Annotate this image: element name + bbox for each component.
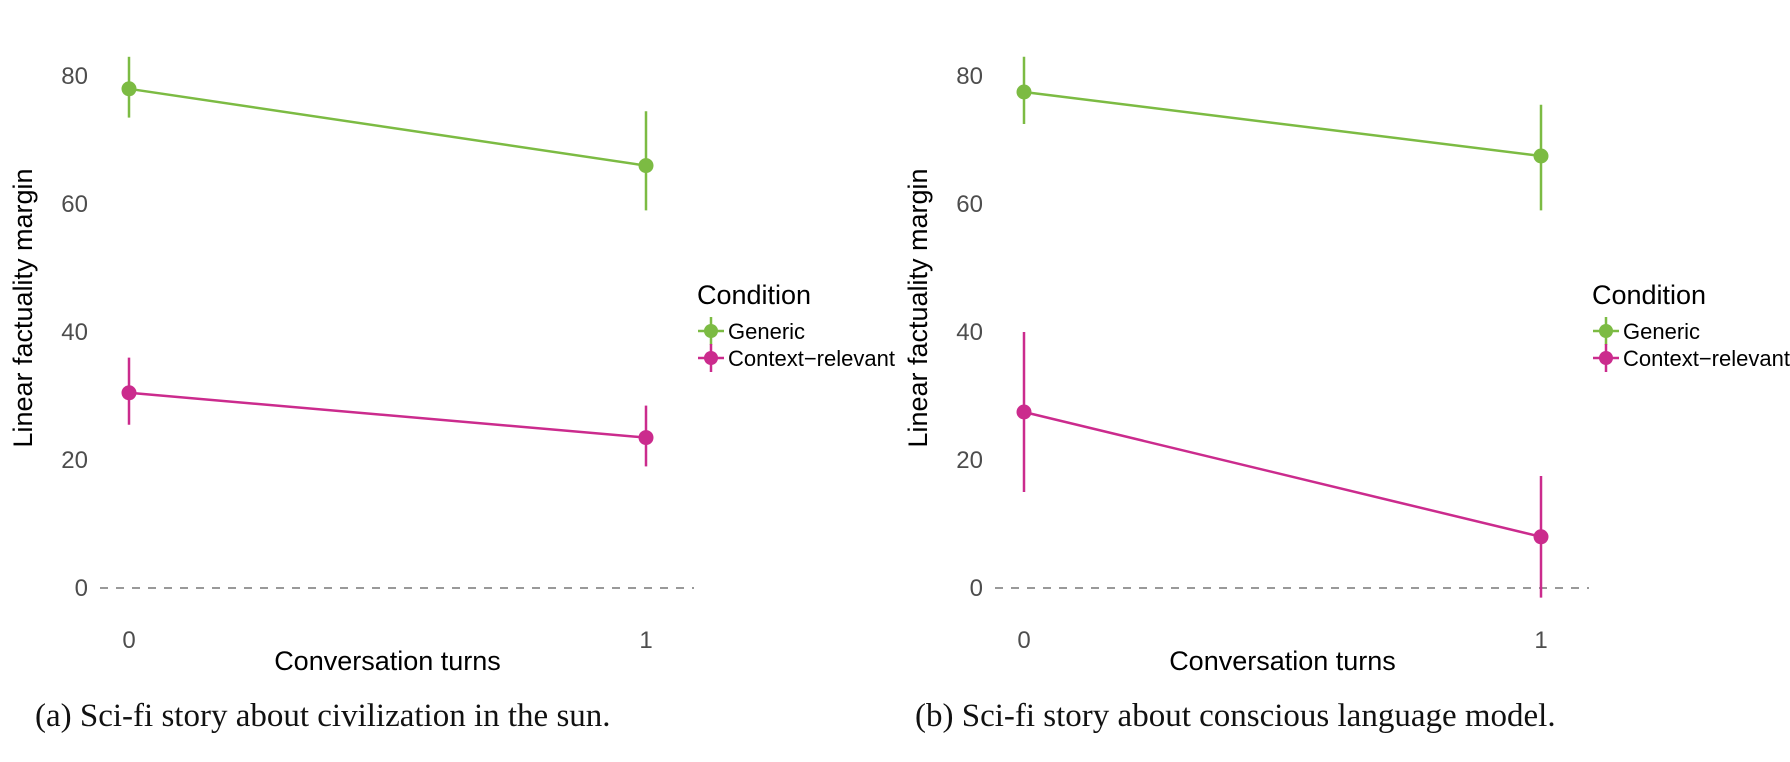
y-tick-label: 20 xyxy=(956,447,983,474)
chart-b: 0 20 40 60 80 0 1 Conversation turns Linear fact… xyxy=(903,56,1790,676)
caption-b: (b) Sci-fi story about conscious languag… xyxy=(915,698,1556,734)
legend-item-label: Context−relevant xyxy=(728,346,895,371)
caption-a: (a) Sci-fi story about civilization in t… xyxy=(35,698,611,734)
x-tick-label: 0 xyxy=(1017,627,1030,654)
legend-title: Condition xyxy=(697,280,811,310)
y-tick-label: 40 xyxy=(956,319,983,346)
y-tick-label: 60 xyxy=(956,191,983,218)
chart-panel-a: 0 20 40 60 80 0 1 Conversation turns Linear fact… xyxy=(0,0,895,682)
series-line xyxy=(128,391,647,439)
caption-row: (a) Sci-fi story about civilization in t… xyxy=(0,682,1790,735)
legend-item-label: Context−relevant xyxy=(1623,346,1790,371)
x-tick-label: 1 xyxy=(1534,627,1547,654)
legend-item-label: Generic xyxy=(1623,319,1700,344)
data-point xyxy=(121,81,137,97)
x-axis-title: Conversation turns xyxy=(1169,646,1396,676)
legend-key-point xyxy=(1599,351,1613,365)
legend-title: Condition xyxy=(1592,280,1706,310)
legend-item-label: Generic xyxy=(728,319,805,344)
y-tick-label: 0 xyxy=(75,575,88,602)
series-line xyxy=(1023,90,1542,158)
chart-panel-b: 0 20 40 60 80 0 1 Conversation turns Linear fact… xyxy=(895,0,1790,682)
y-tick-label: 20 xyxy=(61,447,88,474)
y-tick-label: 60 xyxy=(61,191,88,218)
y-axis-title: Linear factuality margin xyxy=(903,168,933,447)
y-tick-label: 40 xyxy=(61,319,88,346)
legend-key-point xyxy=(1599,324,1613,338)
chart-a: 0 20 40 60 80 0 1 Conversation turns Linear fact… xyxy=(8,56,895,676)
data-point xyxy=(1016,84,1032,100)
data-point xyxy=(1533,148,1549,164)
series-line xyxy=(1023,410,1542,539)
x-axis-title: Conversation turns xyxy=(274,646,501,676)
data-point xyxy=(1016,404,1032,420)
data-point xyxy=(638,430,654,446)
figure: 0 20 40 60 80 0 1 Conversation turns Linear fact… xyxy=(0,0,1790,682)
x-tick-label: 1 xyxy=(639,627,652,654)
data-point xyxy=(638,158,654,174)
data-point xyxy=(1533,529,1549,545)
series-line xyxy=(128,87,647,167)
y-axis-title: Linear factuality margin xyxy=(8,168,38,447)
y-tick-label: 0 xyxy=(970,575,983,602)
data-point xyxy=(121,385,137,401)
y-tick-label: 80 xyxy=(61,63,88,90)
legend-key-point xyxy=(704,324,718,338)
x-tick-label: 0 xyxy=(122,627,135,654)
y-tick-label: 80 xyxy=(956,63,983,90)
legend-key-point xyxy=(704,351,718,365)
